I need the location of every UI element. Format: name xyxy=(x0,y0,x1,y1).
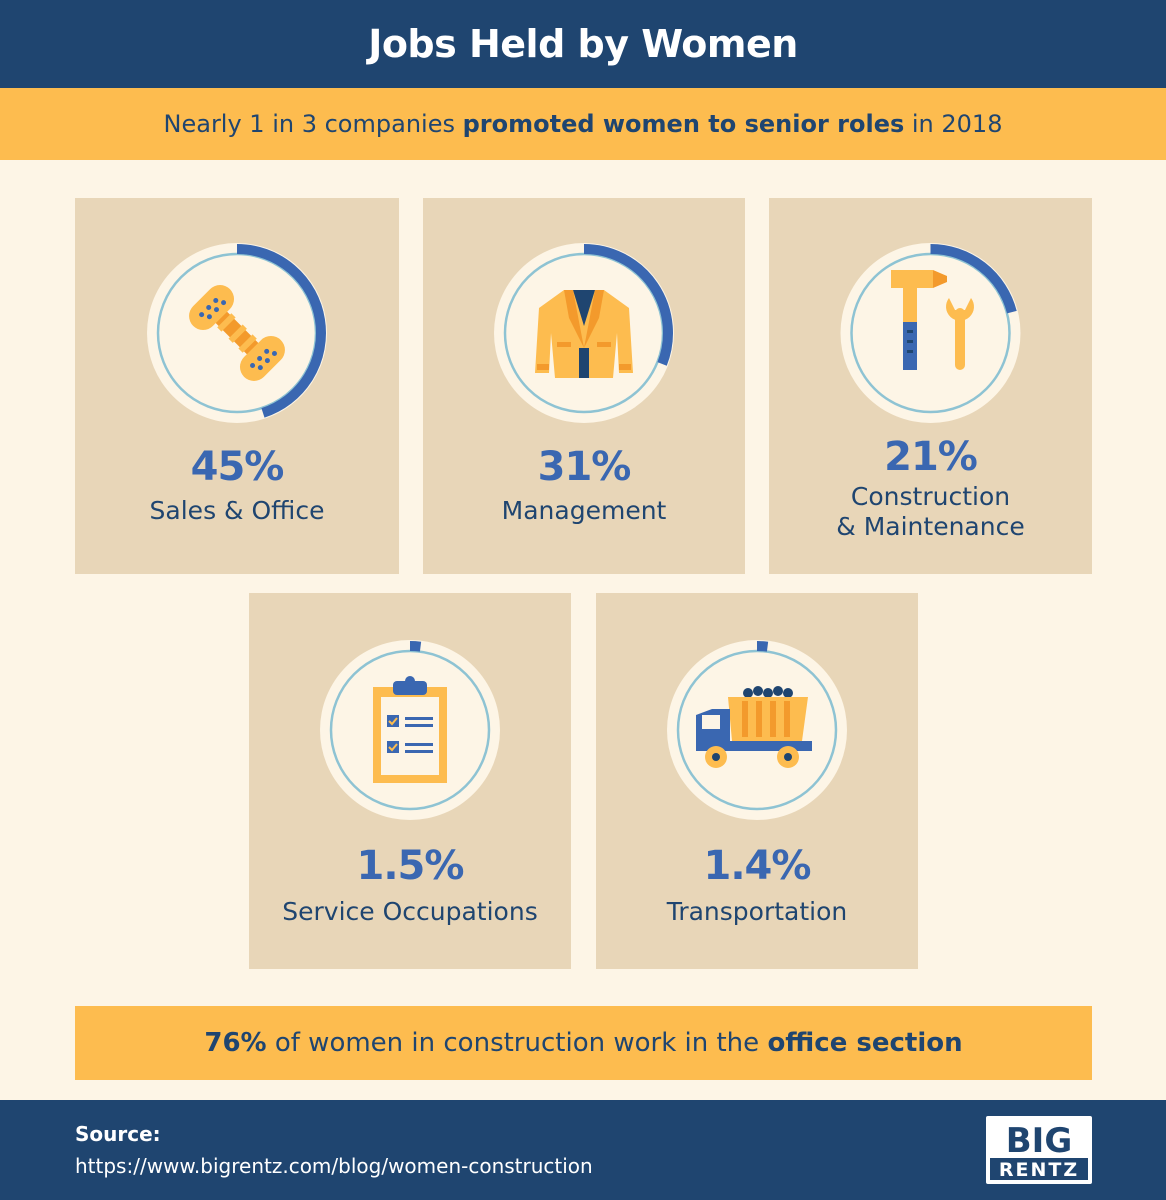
label-service-occupations: Service Occupations xyxy=(282,897,538,926)
card-construction-maintenance: 21% Construction & Maintenance xyxy=(769,198,1092,574)
ring-progress-construction-maintenance xyxy=(930,244,1017,314)
logo-line2: RENTZ xyxy=(999,1159,1079,1181)
banner-percent: 76% xyxy=(204,1028,267,1058)
donut-ring-construction-maintenance xyxy=(840,243,1021,423)
telephone-handset-icon xyxy=(189,285,285,381)
value-sales-office: 45% xyxy=(190,444,285,490)
ring-progress-sales-office xyxy=(236,244,326,418)
subtitle-bar: Nearly 1 in 3 companies promoted women t… xyxy=(0,88,1166,160)
source-label: Source: xyxy=(75,1122,161,1146)
subtitle-prefix: Nearly 1 in 3 companies xyxy=(163,110,463,138)
label-transportation: Transportation xyxy=(666,897,848,926)
value-transportation: 1.4% xyxy=(703,843,812,889)
card-transportation: 1.4% Transportation xyxy=(596,593,918,969)
page-title: Jobs Held by Women xyxy=(368,22,798,66)
label-management: Management xyxy=(501,496,667,525)
value-management: 31% xyxy=(537,444,632,490)
card-management: 31% Management xyxy=(423,198,745,574)
label-construction-line2: & Maintenance xyxy=(836,512,1025,541)
bigrentz-logo: BIG RENTZ xyxy=(986,1116,1092,1184)
label-construction-line1: Construction xyxy=(850,482,1011,511)
header-bar: Jobs Held by Women xyxy=(0,0,1166,88)
banner-office-section: office section xyxy=(767,1028,963,1058)
hammer-wrench-icon xyxy=(891,270,974,370)
ring-progress-management xyxy=(583,244,673,366)
logo-line1: BIG xyxy=(1006,1121,1072,1161)
clipboard-checklist-icon xyxy=(373,676,447,783)
card-service-occupations: 1.5% Service Occupations xyxy=(249,593,571,969)
ring-progress-transportation xyxy=(756,641,769,652)
ring-background-construction-maintenance xyxy=(840,243,1021,423)
label-sales-office: Sales & Office xyxy=(149,496,325,525)
summary-banner: 76% of women in construction work in the… xyxy=(75,1006,1092,1080)
card-sales-office: 45% Sales & Office xyxy=(75,198,399,574)
subtitle-suffix: in 2018 xyxy=(904,110,1003,138)
subtitle-bold: promoted women to senior roles xyxy=(462,110,905,138)
ring-progress-service-occupations xyxy=(409,641,422,652)
source-url[interactable]: https://www.bigrentz.com/blog/women-cons… xyxy=(75,1154,593,1178)
blazer-jacket-icon xyxy=(535,290,633,378)
value-construction-maintenance: 21% xyxy=(884,434,978,480)
banner-middle: of women in construction work in the xyxy=(266,1028,768,1058)
footer-bar: Source: https://www.bigrentz.com/blog/wo… xyxy=(0,1100,1166,1200)
value-service-occupations: 1.5% xyxy=(356,843,465,889)
dump-truck-icon xyxy=(696,686,812,768)
